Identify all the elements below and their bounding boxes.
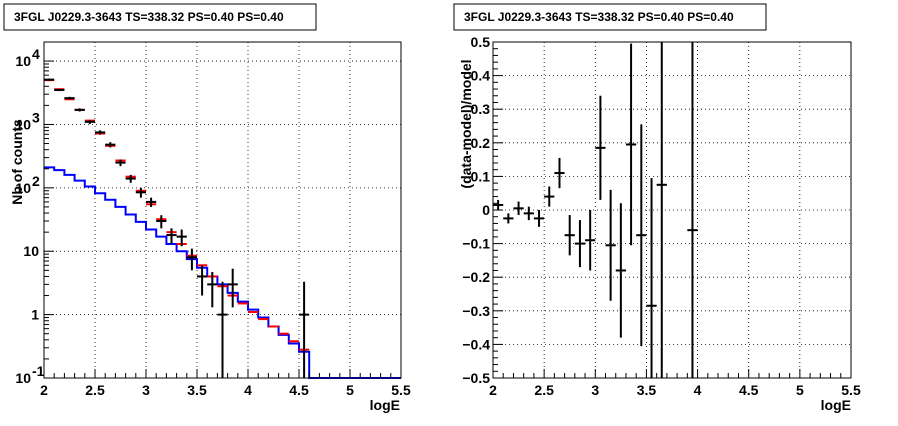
counts-x-tick-label: 4.5 [289,382,309,398]
counts-title: 3FGL J0229.3-3643 TS=338.32 PS=0.40 PS=0… [14,10,284,24]
counts-y-tick-label: 10 [15,116,31,132]
residual-x-tick-label: 2 [489,382,497,398]
residual-series [493,42,698,378]
counts-x-tick-label: 3 [142,382,150,398]
residual-y-tick-label: 0 [482,202,490,218]
counts-y-tick-label: 1 [31,307,39,323]
residual-y-tick-label: 0.5 [471,34,491,50]
residual-y-tick-label: 0.3 [471,101,491,117]
residual-x-tick-label: 2.5 [534,382,554,398]
counts-x-tick-label: 2.5 [85,382,105,398]
residual-grid [493,42,851,378]
counts-y-axis-title: Nb of counts [9,119,25,205]
counts-y-tick-label: 10 [15,180,31,196]
residual-x-tick-label: 5 [796,382,804,398]
counts-y-tick-exponent: 4 [32,46,40,62]
counts-y-tick-exponent: -1 [32,363,45,379]
residual-y-tick-label: 0.1 [471,168,491,184]
residual-y-axis-title: (data-model)/model [458,59,474,188]
counts-x-tick-label: 5.5 [391,382,411,398]
residual-y-tick-label: −0.4 [462,336,490,352]
counts-y-tick-label: 10 [15,370,31,386]
counts-title-box [3,3,317,31]
counts-panel: 3FGL J0229.3-3643 TS=338.32 PS=0.40 PS=0… [3,3,411,413]
counts-plot-frame [43,41,402,379]
residual-x-tick-label: 4.5 [739,382,759,398]
residual-y-tick-label: −0.1 [462,236,490,252]
residual-x-tick-label: 3 [591,382,599,398]
residual-ticks: 2 2.5 3 3.5 4 4.5 5 5.5 −0.5 −0.4 −0.3 −0.2 −0.1 0 0.1… [462,34,861,398]
counts-y-tick-label: 10 [15,53,31,69]
counts-x-tick-label: 4 [244,382,252,398]
counts-grid [44,42,401,378]
residual-x-axis-title: logE [821,397,851,413]
residual-x-tick-label: 4 [694,382,702,398]
counts-x-tick-label: 5 [346,382,354,398]
counts-x-tick-label: 2 [40,382,48,398]
residual-y-tick-label: 0.4 [471,68,491,84]
counts-series [44,78,401,379]
residual-y-tick-label: −0.2 [462,269,490,285]
residual-title: 3FGL J0229.3-3643 TS=338.32 PS=0.40 PS=0… [464,10,734,24]
counts-y-tick-label: 10 [23,243,39,259]
counts-x-tick-label: 3.5 [187,382,207,398]
residual-x-tick-label: 3.5 [637,382,657,398]
residual-x-tick-label: 5.5 [841,382,861,398]
residual-panel: 3FGL J0229.3-3643 TS=338.32 PS=0.40 PS=0… [453,3,861,413]
counts-x-axis-title: logE [370,397,400,413]
residual-y-tick-label: 0.2 [471,135,491,151]
residual-title-box [453,3,767,31]
counts-y-tick-exponent: 3 [32,109,40,125]
residual-y-tick-label: −0.5 [462,370,490,386]
residual-y-tick-label: −0.3 [462,303,490,319]
counts-y-tick-exponent: 2 [32,173,40,189]
